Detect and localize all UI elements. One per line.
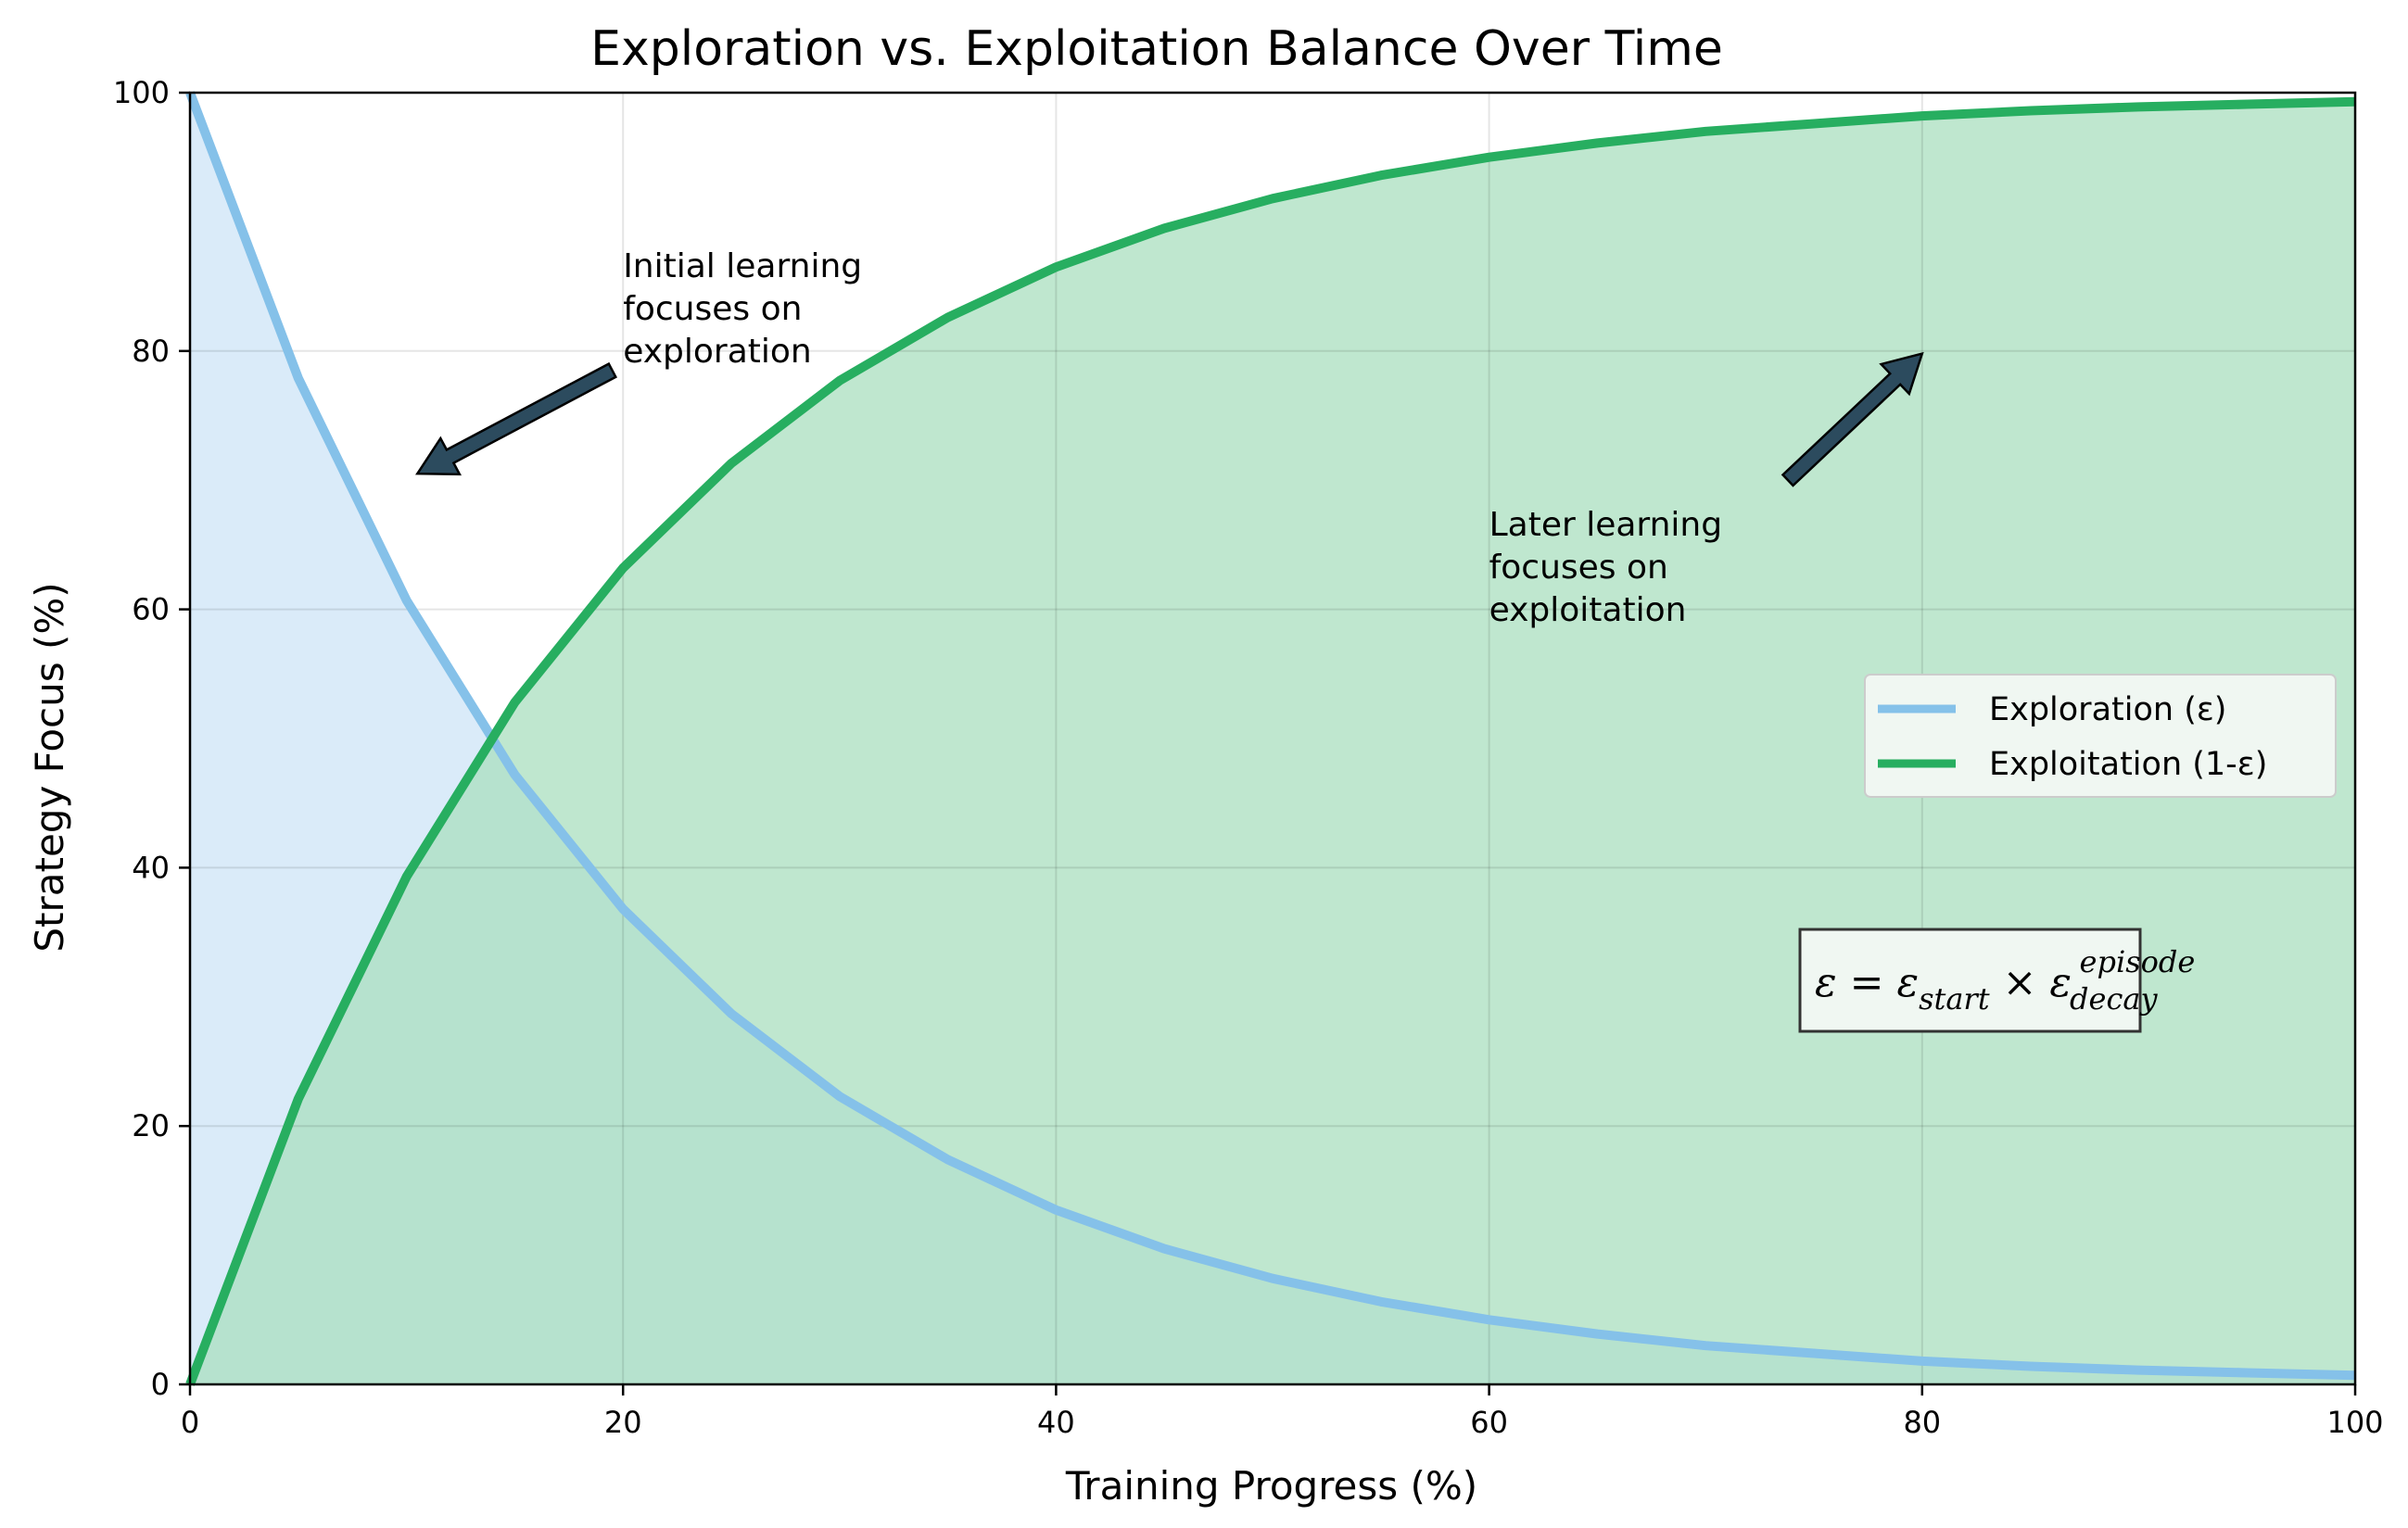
chart-title: Exploration vs. Exploitation Balance Ove… xyxy=(590,21,1723,77)
legend-label-exploration: Exploration (ε) xyxy=(1989,691,2226,728)
annotations: Initial learning focuses on exploration Lat… xyxy=(415,247,1924,629)
epsilon-formula: ε = εstart × εdecayepisode xyxy=(1798,928,2195,1033)
x-tick-label: 0 xyxy=(181,1405,199,1440)
x-tick-label: 80 xyxy=(1903,1405,1941,1440)
legend-label-exploitation: Exploitation (1-ε) xyxy=(1989,746,2267,783)
y-tick-label: 60 xyxy=(132,592,170,627)
x-tick-label: 100 xyxy=(2326,1405,2383,1440)
annotation-arrow-0 xyxy=(415,361,617,476)
y-tick-label: 80 xyxy=(132,334,170,369)
plot-frame xyxy=(188,91,2357,1386)
y-tick-label: 0 xyxy=(151,1367,170,1402)
area-fill-1 xyxy=(190,101,2355,1384)
y-axis-label: Strategy Focus (%) xyxy=(27,582,72,952)
x-tick-label: 20 xyxy=(604,1405,642,1440)
axis-ticks: 0 20 40 60 80 100 0 20 40 60 80 100 xyxy=(113,75,2384,1440)
y-tick-label: 20 xyxy=(132,1108,170,1143)
annotation-text-1: Later learning focuses on exploitation xyxy=(1489,506,1723,629)
x-tick-label: 60 xyxy=(1470,1405,1508,1440)
formula-box xyxy=(1798,928,2142,1033)
annotation-text-0: Initial learning focuses on exploration xyxy=(623,247,862,371)
formula-text: ε = εstart × εdecayepisode xyxy=(1815,944,2195,1017)
series-lines xyxy=(185,91,2356,1386)
plot-area xyxy=(190,93,2355,1384)
y-tick-label: 100 xyxy=(113,75,170,110)
annotation-arrow-1 xyxy=(1781,351,1924,487)
x-axis-label: Training Progress (%) xyxy=(1065,1463,1477,1509)
legend-box xyxy=(1864,674,2337,798)
x-tick-label: 40 xyxy=(1037,1405,1075,1440)
legend: Exploration (ε) Exploitation (1-ε) xyxy=(1864,674,2337,798)
y-tick-label: 40 xyxy=(132,850,170,885)
